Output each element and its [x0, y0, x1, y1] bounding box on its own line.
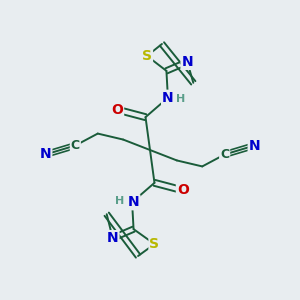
Text: N: N — [40, 148, 51, 161]
Text: O: O — [177, 183, 189, 197]
Text: N: N — [128, 195, 140, 209]
Text: O: O — [111, 103, 123, 117]
Text: H: H — [115, 196, 124, 206]
Text: C: C — [71, 139, 80, 152]
Text: N: N — [107, 231, 118, 245]
Text: N: N — [182, 55, 193, 69]
Text: S: S — [149, 237, 160, 251]
Text: N: N — [249, 139, 260, 152]
Text: N: N — [162, 91, 174, 105]
Text: S: S — [142, 49, 152, 63]
Text: C: C — [220, 148, 229, 161]
Text: H: H — [176, 94, 185, 104]
